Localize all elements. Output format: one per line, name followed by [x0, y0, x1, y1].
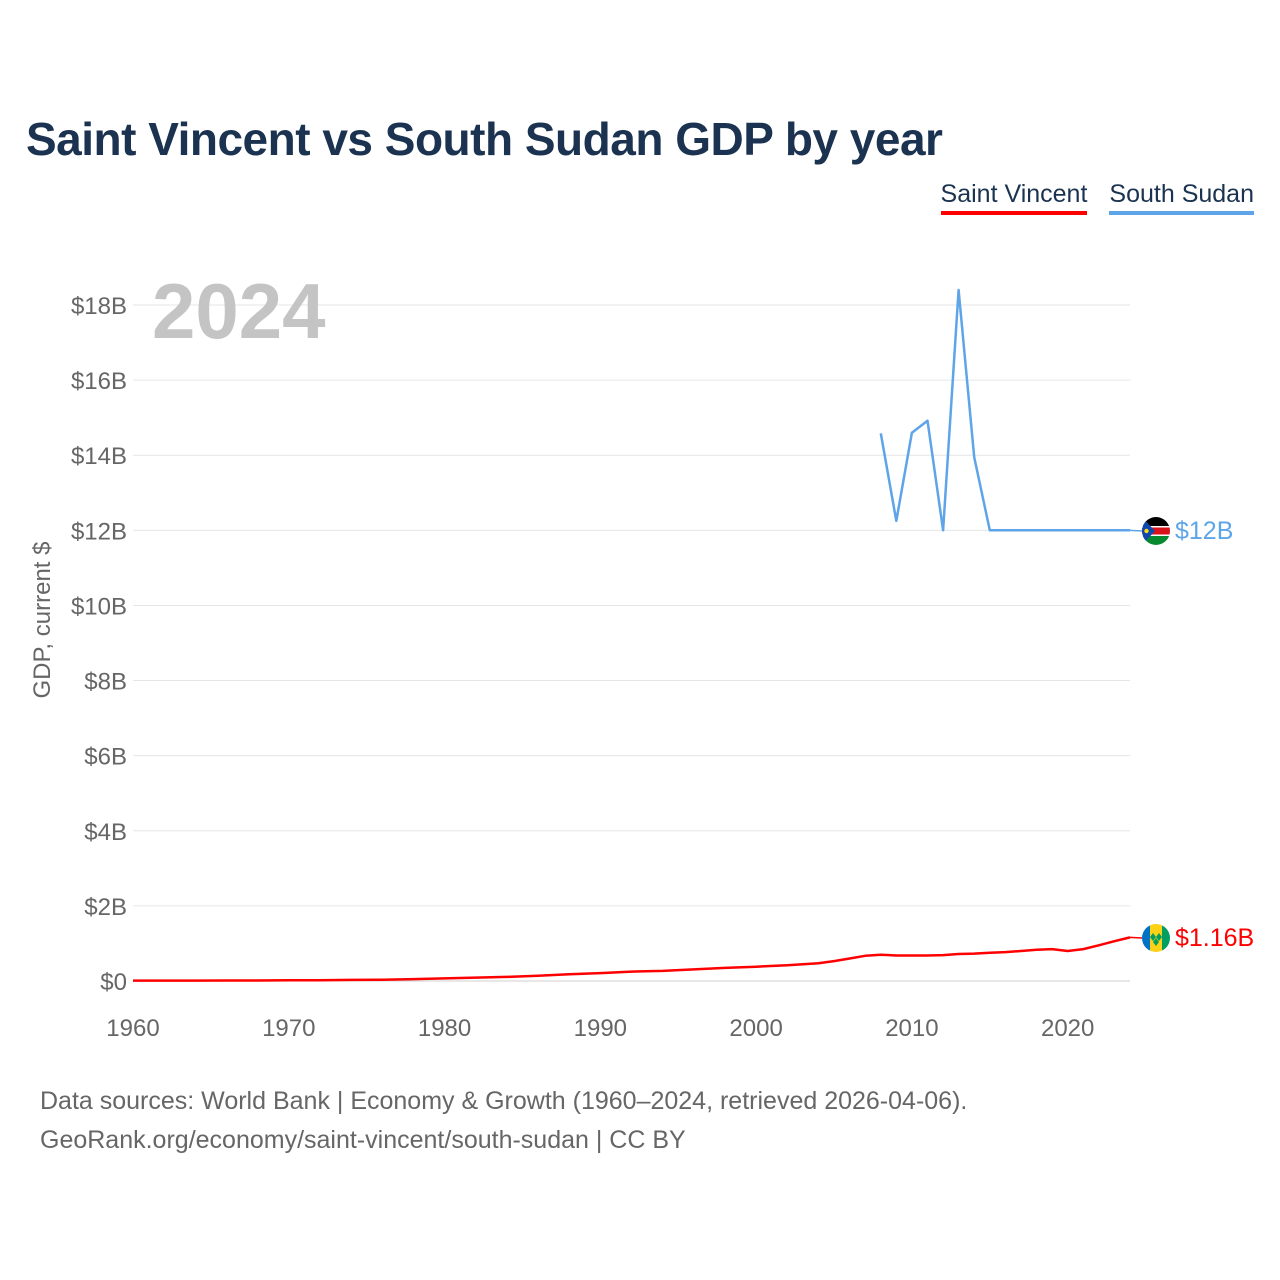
x-axis: 1960 1970 1980 1990 2000 2010 2020	[106, 1015, 1094, 1042]
gridlines	[133, 304, 1130, 982]
y-tick-label: $10B	[71, 593, 127, 620]
x-tick-label: 1980	[418, 1015, 471, 1042]
legend-item-saint-vincent[interactable]: Saint Vincent	[940, 180, 1088, 215]
x-tick-label: 1990	[574, 1015, 627, 1042]
y-tick-label: $8B	[84, 669, 127, 696]
south-sudan-flag-icon	[1142, 517, 1170, 545]
legend: Saint Vincent South Sudan	[940, 180, 1254, 215]
x-tick-label: 1960	[106, 1015, 159, 1042]
year-watermark: 2024	[152, 267, 326, 355]
source-url[interactable]: GeoRank.org/economy/saint-vincent/south-…	[40, 1126, 686, 1154]
y-tick-label: $0	[100, 969, 127, 996]
x-tick-label: 2020	[1041, 1015, 1094, 1042]
x-tick-label: 1970	[262, 1015, 315, 1042]
end-connector-south-sudan	[1129, 529, 1143, 532]
series-line-saint-vincent	[133, 936, 1131, 982]
y-tick-label: $12B	[71, 518, 127, 545]
end-connector-saint-vincent	[1129, 936, 1143, 939]
y-tick-label: $2B	[84, 894, 127, 921]
y-tick-label: $18B	[71, 293, 127, 320]
chart-title: Saint Vincent vs South Sudan GDP by year	[26, 113, 943, 165]
end-label-saint-vincent: $1.16B	[1175, 924, 1254, 952]
y-tick-label: $6B	[84, 744, 127, 771]
series-line-south-sudan	[879, 288, 1130, 532]
legend-item-south-sudan[interactable]: South Sudan	[1109, 180, 1254, 215]
y-tick-label: $16B	[71, 368, 127, 395]
y-tick-label: $4B	[84, 819, 127, 846]
x-tick-label: 2010	[885, 1015, 938, 1042]
saint-vincent-flag-icon	[1142, 924, 1170, 952]
y-axis: $0 $2B $4B $6B $8B $10B $12B $14B $16B $18B	[71, 293, 127, 996]
end-label-south-sudan: $12B	[1175, 517, 1233, 545]
y-axis-label: GDP, current $	[29, 542, 56, 699]
gdp-line-chart: 2024 $0$2B$4B$6B$8B$10B$12B$14B$16B$18B …	[29, 267, 1254, 1042]
x-tick-label: 2000	[729, 1015, 782, 1042]
source-note: Data sources: World Bank | Economy & Gro…	[40, 1082, 967, 1160]
source-line: Data sources: World Bank | Economy & Gro…	[40, 1087, 968, 1115]
y-tick-label: $14B	[71, 443, 127, 470]
